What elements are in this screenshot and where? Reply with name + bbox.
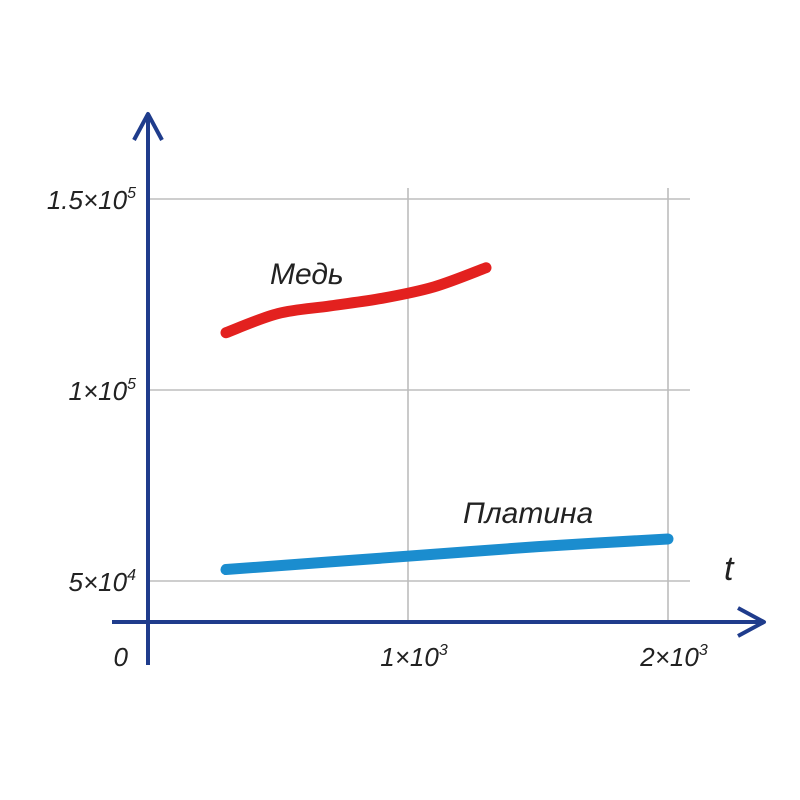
y-tick-label-2: 1.5×105 [47, 185, 136, 215]
x-tick-label-0: 1×103 [380, 642, 448, 672]
series-label-1: Платина [463, 497, 593, 530]
grid [148, 188, 690, 622]
y-tick-label-1: 1×105 [69, 376, 137, 406]
x-tick-label-1: 2×103 [639, 642, 708, 672]
origin-label: 0 [114, 642, 129, 672]
labels: Медь Платина 5×104 1×105 1.5×105 1×103 2×103 0 t [47, 185, 735, 672]
y-axis-arrow [132, 112, 164, 141]
series-line-1 [220, 533, 674, 576]
x-axis-arrow [737, 606, 766, 638]
series-lines [220, 262, 674, 576]
series-label-0: Медь [270, 258, 344, 291]
y-tick-label-0: 5×104 [69, 567, 137, 597]
x-axis-label: t [724, 550, 735, 588]
axes [112, 112, 766, 665]
series-line-0 [220, 262, 492, 339]
